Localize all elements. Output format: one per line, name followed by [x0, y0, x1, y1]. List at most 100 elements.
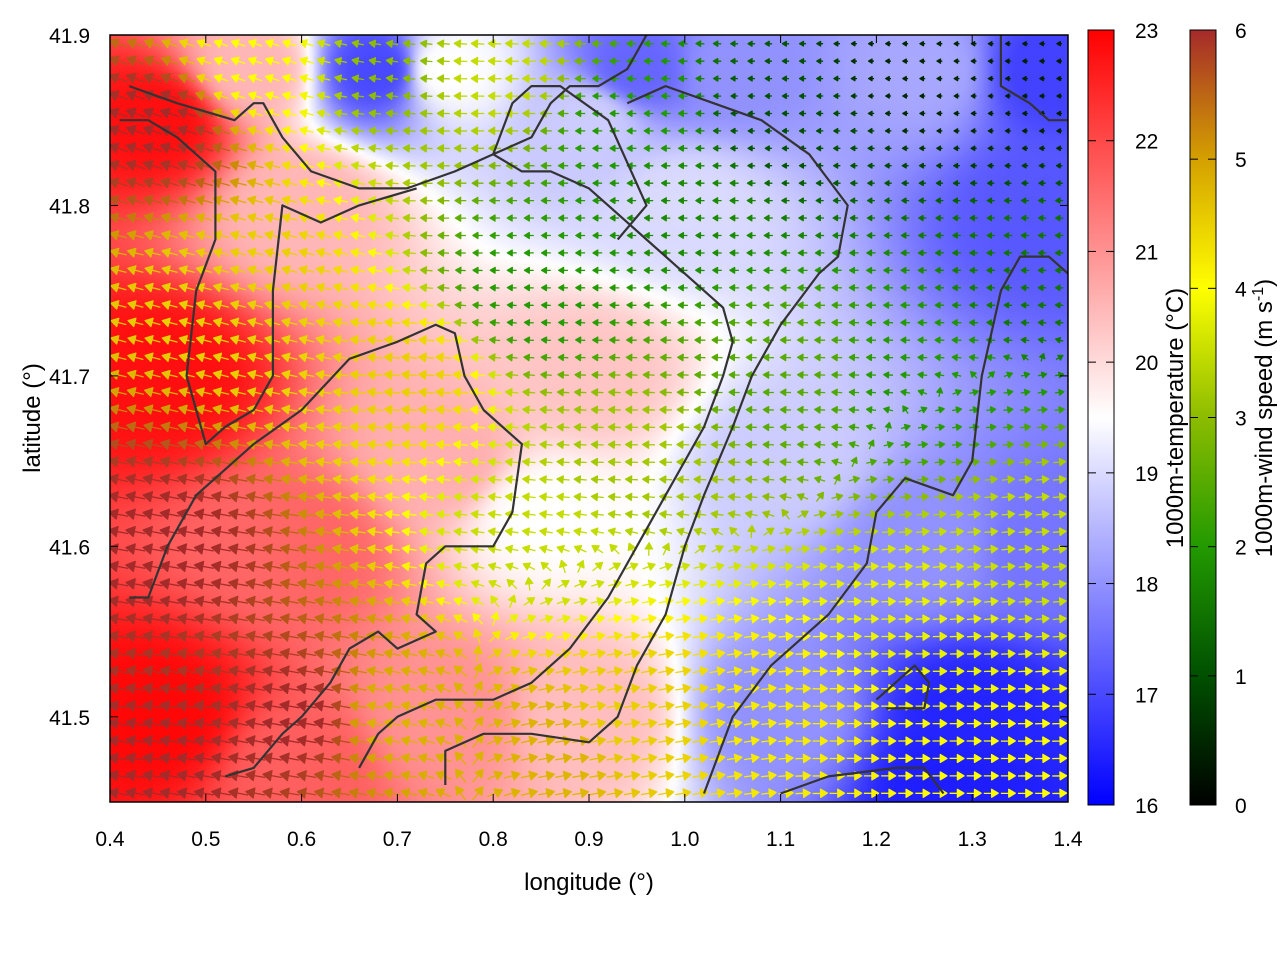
wind-arrow — [365, 787, 384, 799]
wind-arrow — [850, 40, 857, 47]
wind-arrow — [761, 771, 777, 781]
wind-arrow — [142, 438, 163, 450]
wind-arrow — [522, 614, 537, 623]
wind-arrow — [747, 127, 755, 134]
wind-arrow — [795, 666, 811, 676]
wind-arrow — [847, 597, 862, 607]
wind-arrow — [848, 353, 860, 362]
wind-arrow — [729, 266, 739, 274]
wind-arrow — [400, 666, 418, 677]
wind-arrow — [883, 388, 894, 396]
wind-arrow — [418, 404, 435, 415]
wind-arrow — [125, 508, 146, 520]
wind-arrow — [915, 597, 931, 606]
wind-arrow — [919, 145, 926, 152]
wind-arrow — [779, 371, 792, 379]
wind-arrow — [159, 769, 180, 782]
wind-arrow — [830, 510, 844, 519]
wind-arrow — [779, 492, 792, 501]
wind-arrow — [626, 249, 637, 257]
wind-arrow — [709, 649, 726, 659]
wind-arrow — [764, 58, 772, 65]
wind-arrow — [640, 753, 658, 764]
y-axis-label: latitude (°) — [19, 363, 46, 473]
wind-arrow — [313, 648, 334, 660]
wind-arrow — [334, 74, 348, 83]
wind-arrow — [384, 509, 400, 519]
x-tick-label: 0.9 — [574, 828, 603, 851]
wind-arrow — [279, 752, 300, 764]
wind-arrow — [264, 160, 281, 171]
wind-arrow — [642, 562, 656, 571]
contour-line — [780, 766, 945, 795]
wind-arrow — [983, 684, 999, 694]
colorbar-tick-label: 16 — [1135, 795, 1158, 818]
wind-arrow — [470, 562, 485, 571]
wind-arrow — [951, 353, 962, 362]
contour-line — [875, 664, 931, 710]
wind-arrow — [694, 301, 706, 309]
wind-arrow — [746, 266, 757, 274]
wind-arrow — [159, 630, 180, 642]
wind-arrow — [297, 613, 316, 625]
wind-arrow — [831, 423, 843, 431]
wind-arrow — [470, 440, 485, 450]
wind-arrow — [850, 456, 858, 468]
wind-arrow — [710, 423, 724, 432]
wind-arrow — [1035, 788, 1051, 798]
wind-arrow — [161, 38, 178, 49]
colorbar-tick-label: 3 — [1235, 408, 1247, 431]
wind-arrow — [936, 145, 943, 152]
wind-arrow — [712, 232, 722, 239]
wind-arrow — [521, 666, 538, 676]
wind-arrow — [744, 579, 760, 589]
wind-arrow — [417, 666, 435, 676]
wind-arrow — [987, 145, 994, 152]
wind-arrow — [746, 249, 756, 257]
wind-arrow — [540, 162, 552, 170]
wind-arrow — [402, 74, 416, 83]
wind-arrow — [950, 544, 965, 554]
wind-arrow — [915, 544, 930, 554]
colorbar-tick-label: 22 — [1135, 131, 1158, 154]
wind-arrow — [282, 56, 297, 66]
wind-arrow — [245, 648, 266, 660]
wind-arrow — [384, 527, 400, 537]
wind-arrow — [211, 125, 230, 136]
wind-arrow — [230, 317, 247, 328]
wind-arrow — [332, 248, 349, 258]
wind-arrow — [660, 92, 671, 100]
wind-arrow — [846, 736, 863, 746]
wind-arrow — [282, 39, 297, 48]
wind-arrow — [127, 282, 144, 293]
wind-arrow — [539, 422, 553, 432]
wind-arrow — [658, 718, 675, 729]
wind-arrow — [159, 107, 180, 119]
wind-arrow — [419, 74, 433, 83]
wind-arrow — [626, 266, 637, 274]
wind-arrow — [402, 144, 416, 153]
wind-arrow — [262, 491, 282, 503]
wind-arrow — [349, 387, 366, 398]
wind-arrow — [1035, 544, 1050, 554]
wind-arrow — [487, 510, 502, 519]
wind-arrow — [846, 788, 863, 798]
wind-arrow — [864, 666, 879, 676]
wind-arrow — [366, 596, 384, 607]
wind-arrow — [932, 562, 948, 572]
wind-arrow — [228, 595, 248, 607]
wind-arrow — [176, 752, 197, 764]
wind-arrow — [1018, 649, 1033, 659]
wind-arrow — [762, 475, 775, 484]
wind-arrow — [884, 421, 892, 432]
wind-arrow — [573, 440, 587, 449]
wind-arrow — [298, 387, 315, 398]
wind-arrow — [813, 544, 828, 554]
wind-arrow — [592, 336, 603, 344]
wind-arrow — [864, 649, 879, 659]
wind-arrow — [313, 735, 334, 747]
wind-arrow — [936, 58, 943, 64]
wind-arrow — [384, 474, 400, 485]
wind-arrow — [796, 336, 809, 344]
wind-arrow — [1052, 631, 1067, 641]
